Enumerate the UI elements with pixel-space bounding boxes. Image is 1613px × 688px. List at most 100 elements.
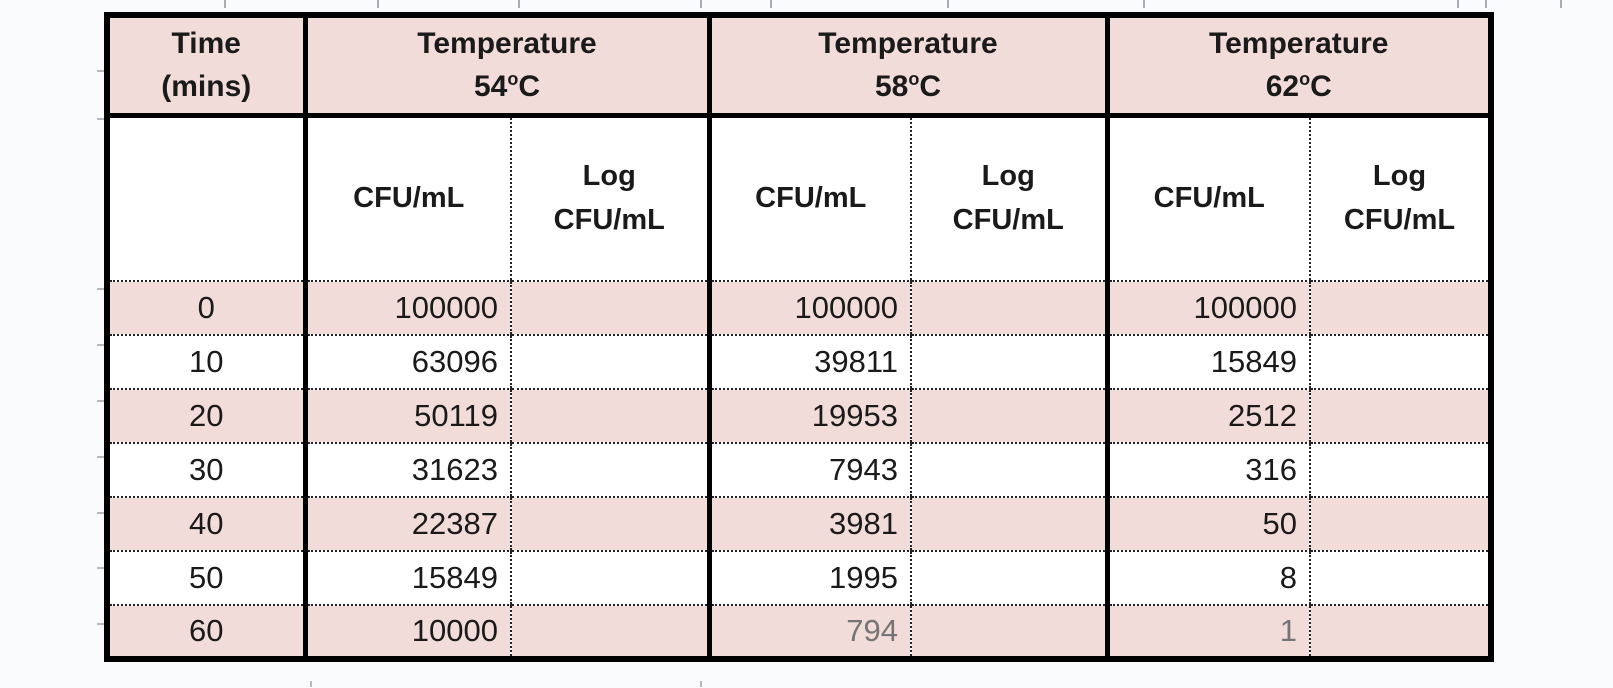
gridline-tick	[518, 0, 520, 8]
temp-unit: C	[518, 70, 541, 104]
temp-unit: C	[1310, 70, 1332, 104]
log-62-cell[interactable]	[1309, 443, 1491, 498]
table-row: 60 10000 794 1	[107, 605, 1491, 659]
cfu-58-cell[interactable]: 794	[706, 605, 911, 659]
cfu-58-cell[interactable]: 100000	[706, 281, 911, 336]
table-row: 10 63096 39811 15849	[107, 335, 1491, 390]
gridline-tick	[770, 0, 772, 8]
table-row: 50 15849 1995 8	[107, 551, 1491, 606]
gridline-tick	[1560, 0, 1562, 8]
time-header-cell: Time (mins)	[107, 15, 305, 118]
log-62-cell[interactable]	[1309, 281, 1491, 336]
log-62-cell[interactable]	[1309, 335, 1491, 390]
gridline-tick	[97, 344, 106, 346]
temp-group-header-58: Temperature 58oC	[706, 15, 1107, 118]
empty-header-cell	[107, 115, 305, 282]
log-58-cell[interactable]	[910, 335, 1107, 390]
cfu-header-54: CFU/mL	[302, 115, 511, 282]
log-cfu-header-58: Log CFU/mL	[910, 115, 1107, 282]
temp-group-header-54: Temperature 54oC	[302, 15, 709, 118]
cfu-62-cell[interactable]: 15849	[1104, 335, 1310, 390]
log-58-cell[interactable]	[910, 497, 1107, 552]
log-cfu-header-62: Log CFU/mL	[1309, 115, 1491, 282]
cfu-54-cell[interactable]: 10000	[302, 605, 511, 659]
log-62-cell[interactable]	[1309, 497, 1491, 552]
time-header-line1: Time	[171, 26, 241, 60]
temp-label: Temperature	[818, 26, 998, 60]
log-62-cell[interactable]	[1309, 389, 1491, 444]
log-58-cell[interactable]	[910, 605, 1107, 659]
cfu-54-cell[interactable]: 15849	[302, 551, 511, 606]
time-cell[interactable]: 50	[107, 551, 305, 606]
log-54-cell[interactable]	[510, 605, 709, 659]
temp-label: Temperature	[1208, 26, 1389, 60]
time-cell[interactable]: 30	[107, 443, 305, 498]
cfu-54-cell[interactable]: 50119	[302, 389, 511, 444]
temp-value: 58	[874, 70, 909, 104]
cfu-54-cell[interactable]: 31623	[302, 443, 511, 498]
temp-group-header-62: Temperature 62oC	[1104, 15, 1491, 118]
cfu-62-cell[interactable]: 316	[1104, 443, 1310, 498]
log-62-cell[interactable]	[1309, 551, 1491, 606]
cfu-62-cell[interactable]: 1	[1104, 605, 1310, 659]
gridline-tick	[947, 0, 949, 8]
gridline-tick	[224, 0, 226, 8]
time-cell[interactable]: 20	[107, 389, 305, 444]
log-58-cell[interactable]	[910, 389, 1107, 444]
gridline-tick	[97, 567, 106, 569]
time-cell[interactable]: 40	[107, 497, 305, 552]
cfu-54-cell[interactable]: 100000	[302, 281, 511, 336]
log-54-cell[interactable]	[510, 335, 709, 390]
cfu-58-cell[interactable]: 39811	[706, 335, 911, 390]
temp-unit: C	[919, 70, 942, 104]
cfu-58-cell[interactable]: 19953	[706, 389, 911, 444]
gridline-tick	[97, 456, 106, 458]
gridline-tick	[1485, 0, 1487, 8]
cfu-header-62: CFU/mL	[1104, 115, 1310, 282]
time-cell[interactable]: 10	[107, 335, 305, 390]
time-cell[interactable]: 60	[107, 605, 305, 659]
gridline-tick	[700, 0, 702, 8]
time-header-line2: (mins)	[161, 70, 252, 104]
cfu-54-cell[interactable]: 63096	[302, 335, 511, 390]
temp-label: Temperature	[417, 26, 597, 60]
table-row: 40 22387 3981 50	[107, 497, 1491, 552]
log-54-cell[interactable]	[510, 389, 709, 444]
header-row-units: CFU/mL Log CFU/mL CFU/mL Log CFU/mL CFU/…	[107, 115, 1491, 282]
log-54-cell[interactable]	[510, 497, 709, 552]
cfu-62-cell[interactable]: 2512	[1104, 389, 1310, 444]
gridline-tick	[700, 681, 702, 687]
table-row: 20 50119 19953 2512	[107, 389, 1491, 444]
degree-symbol: o	[908, 69, 920, 90]
cfu-62-cell[interactable]: 50	[1104, 497, 1310, 552]
cfu-62-cell[interactable]: 8	[1104, 551, 1310, 606]
gridline-tick	[1143, 0, 1145, 8]
log-58-cell[interactable]	[910, 551, 1107, 606]
degree-symbol: o	[507, 69, 519, 90]
log-58-cell[interactable]	[910, 281, 1107, 336]
cfu-58-cell[interactable]: 1995	[706, 551, 911, 606]
cfu-58-cell[interactable]: 7943	[706, 443, 911, 498]
gridline-tick	[97, 400, 106, 402]
gridline-tick	[1457, 0, 1459, 8]
gridline-tick	[97, 623, 106, 625]
log-cfu-header-54: Log CFU/mL	[510, 115, 709, 282]
gridline-tick	[310, 681, 312, 687]
gridline-tick	[97, 118, 106, 120]
cfu-62-cell[interactable]: 100000	[1104, 281, 1310, 336]
gridline-tick	[377, 0, 379, 8]
log-54-cell[interactable]	[510, 443, 709, 498]
table-row: 30 31623 7943 316	[107, 443, 1491, 498]
log-54-cell[interactable]	[510, 551, 709, 606]
cfu-54-cell[interactable]: 22387	[302, 497, 511, 552]
temp-value: 62	[1265, 70, 1300, 104]
gridline-tick	[97, 70, 106, 72]
cfu-58-cell[interactable]: 3981	[706, 497, 911, 552]
log-58-cell[interactable]	[910, 443, 1107, 498]
log-54-cell[interactable]	[510, 281, 709, 336]
cfu-header-58: CFU/mL	[706, 115, 911, 282]
time-cell[interactable]: 0	[107, 281, 305, 336]
header-row-temperature: Time (mins) Temperature 54oC Temperature…	[107, 15, 1491, 118]
log-62-cell[interactable]	[1309, 605, 1491, 659]
